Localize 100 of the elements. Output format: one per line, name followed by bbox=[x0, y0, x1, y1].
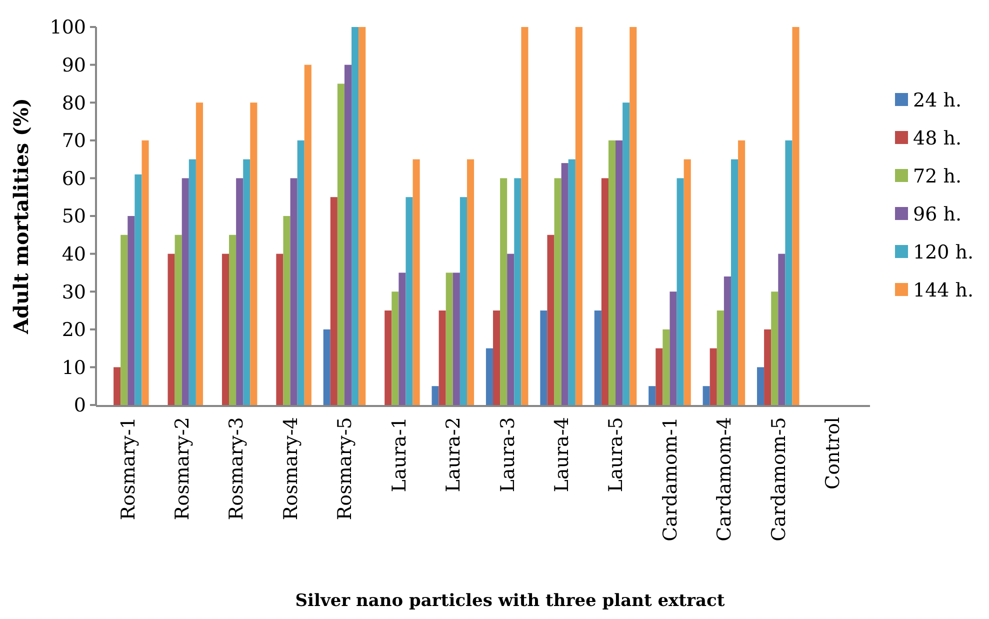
x-tick-label: Cardamom-5 bbox=[768, 417, 790, 542]
y-tick-label: 80 bbox=[62, 92, 86, 114]
bar bbox=[174, 234, 182, 405]
bar bbox=[710, 348, 717, 405]
y-tick-label: 10 bbox=[62, 356, 86, 379]
bar bbox=[500, 178, 508, 405]
bar bbox=[724, 276, 731, 405]
bar bbox=[778, 254, 786, 405]
y-tick-label: 90 bbox=[62, 54, 86, 76]
bar bbox=[670, 292, 677, 405]
bar bbox=[702, 386, 710, 405]
x-tick-label: Laura-3 bbox=[496, 417, 519, 492]
y-tick-label: 60 bbox=[62, 168, 86, 190]
y-tick-label: 0 bbox=[74, 394, 86, 417]
legend-label: 48 h. bbox=[913, 128, 962, 150]
bar bbox=[337, 84, 344, 405]
legend-label: 24 h. bbox=[913, 90, 962, 112]
bar bbox=[438, 310, 446, 405]
legend-label: 120 h. bbox=[913, 242, 974, 264]
bar bbox=[622, 102, 630, 405]
y-tick-label: 70 bbox=[62, 130, 86, 152]
bar bbox=[608, 140, 616, 405]
legend-label: 144 h. bbox=[913, 280, 974, 302]
bar bbox=[344, 64, 352, 405]
bar bbox=[276, 254, 284, 405]
bar bbox=[128, 216, 135, 405]
bar bbox=[120, 234, 128, 405]
bar bbox=[561, 163, 568, 405]
bar bbox=[601, 178, 608, 405]
bar bbox=[486, 348, 494, 405]
x-tick-label: Laura-4 bbox=[550, 417, 573, 492]
bar bbox=[521, 27, 528, 405]
bar bbox=[514, 178, 522, 405]
x-tick-label: Cardamom-1 bbox=[659, 417, 682, 542]
x-tick-label: Laura-1 bbox=[388, 417, 410, 492]
bar bbox=[466, 159, 474, 405]
bar bbox=[304, 64, 312, 405]
bar bbox=[771, 292, 778, 405]
bar bbox=[236, 178, 244, 405]
bar bbox=[384, 310, 392, 405]
x-axis-title: Silver nano particles with three plant extract bbox=[295, 591, 725, 611]
bar bbox=[114, 367, 121, 405]
bar bbox=[352, 27, 359, 405]
bar bbox=[568, 159, 576, 405]
bar bbox=[460, 197, 467, 405]
bar bbox=[134, 174, 142, 405]
bar bbox=[452, 272, 460, 405]
bar bbox=[785, 140, 792, 405]
x-tick-label: Rosmary-2 bbox=[172, 417, 194, 520]
bar bbox=[142, 140, 149, 405]
x-tick-label: Cardamom-4 bbox=[714, 417, 736, 542]
bar bbox=[196, 102, 203, 405]
bar bbox=[250, 102, 258, 405]
bar bbox=[297, 140, 304, 405]
bar bbox=[243, 159, 250, 405]
bar bbox=[412, 159, 420, 405]
bar bbox=[757, 367, 764, 405]
bar bbox=[392, 292, 399, 405]
y-tick-label: 40 bbox=[62, 243, 86, 266]
bar bbox=[547, 234, 554, 405]
bar bbox=[283, 216, 290, 405]
bar bbox=[182, 178, 189, 405]
legend-label: 72 h. bbox=[913, 166, 962, 188]
bar bbox=[493, 310, 500, 405]
bar bbox=[764, 329, 772, 405]
bar bbox=[406, 197, 413, 405]
y-axis-title: Adult mortalities (%) bbox=[9, 98, 33, 335]
bar bbox=[630, 27, 637, 405]
bar bbox=[554, 178, 562, 405]
x-tick-label: Rosmary-3 bbox=[226, 417, 248, 520]
y-tick-label: 100 bbox=[50, 16, 86, 39]
bar bbox=[188, 159, 196, 405]
bar bbox=[323, 329, 330, 405]
bar bbox=[290, 178, 298, 405]
bar bbox=[648, 386, 656, 405]
bar bbox=[446, 272, 453, 405]
bar bbox=[398, 272, 406, 405]
bar bbox=[716, 310, 724, 405]
bar bbox=[575, 27, 582, 405]
bar bbox=[738, 140, 746, 405]
bar bbox=[432, 386, 439, 405]
x-tick-label: Rosmary-4 bbox=[280, 417, 302, 520]
bar bbox=[507, 254, 514, 405]
x-tick-label: Rosmary-5 bbox=[334, 417, 356, 520]
bar bbox=[168, 254, 175, 405]
bar bbox=[594, 310, 602, 405]
bar bbox=[540, 310, 548, 405]
x-tick-label: Laura-5 bbox=[605, 417, 628, 492]
bar bbox=[656, 348, 663, 405]
bar bbox=[616, 140, 623, 405]
x-tick-label: Rosmary-1 bbox=[117, 417, 140, 520]
bar bbox=[222, 254, 230, 405]
bar bbox=[792, 27, 800, 405]
bar bbox=[662, 329, 670, 405]
y-tick-label: 30 bbox=[62, 281, 86, 304]
y-tick-label: 50 bbox=[62, 206, 86, 228]
bar bbox=[684, 159, 691, 405]
legend-label: 96 h. bbox=[913, 204, 962, 226]
bar bbox=[676, 178, 684, 405]
bar bbox=[730, 159, 738, 405]
